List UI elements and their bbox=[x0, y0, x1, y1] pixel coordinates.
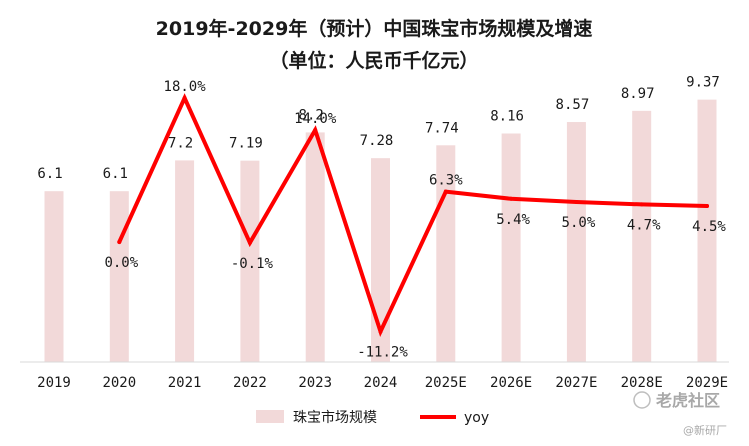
yoy-point-2027E bbox=[574, 200, 579, 204]
yoy-label-2028E: 4.7% bbox=[627, 217, 661, 233]
yoy-label-2021: 18.0% bbox=[164, 79, 207, 95]
yoy-point-2021 bbox=[182, 96, 187, 100]
yoy-label-2027E: 5.0% bbox=[562, 215, 596, 231]
yoy-label-2020: 0.0% bbox=[104, 255, 138, 271]
x-tick-2029E: 2029E bbox=[686, 375, 728, 391]
bar-value-label-2026E: 8.16 bbox=[490, 109, 524, 125]
yoy-label-2024: -11.2% bbox=[357, 345, 408, 361]
chart-title: 2019年-2029年（预计）中国珠宝市场规模及增速 bbox=[156, 17, 593, 40]
legend-bar-swatch bbox=[256, 410, 284, 423]
yoy-label-2026E: 5.4% bbox=[496, 212, 530, 228]
yoy-point-2023 bbox=[313, 128, 318, 132]
yoy-label-2022: -0.1% bbox=[231, 256, 274, 272]
bar-value-labels: 6.1 6.1 7.2 7.19 8.2 7.28 7.74 8.16 8.57 8.97 9.37 bbox=[37, 75, 720, 183]
watermark-author: @新研厂 bbox=[683, 423, 727, 437]
x-tick-2020: 2020 bbox=[102, 375, 136, 391]
bar-value-label-2022: 7.19 bbox=[229, 136, 263, 152]
yoy-point-2024 bbox=[378, 329, 383, 334]
watermark: 老虎社区 @新研厂 bbox=[633, 391, 727, 437]
bar-value-label-2020: 6.1 bbox=[103, 166, 128, 182]
x-tick-2019: 2019 bbox=[37, 375, 71, 391]
bar-2022 bbox=[240, 160, 260, 362]
bar-2028E bbox=[632, 110, 652, 362]
bar-value-label-2028E: 8.97 bbox=[621, 86, 655, 102]
bar-value-label-2019: 6.1 bbox=[37, 166, 62, 182]
bar-2023 bbox=[305, 132, 325, 362]
x-tick-2028E: 2028E bbox=[621, 375, 663, 391]
bar-2027E bbox=[566, 122, 586, 362]
x-tick-2026E: 2026E bbox=[490, 375, 532, 391]
yoy-label-2023: 14.0% bbox=[294, 111, 337, 127]
watermark-brand: 老虎社区 bbox=[655, 391, 720, 410]
bar-2029E bbox=[697, 99, 717, 362]
legend-bar-label: 珠宝市场规模 bbox=[293, 409, 377, 426]
x-tick-2027E: 2027E bbox=[555, 375, 597, 391]
bar-2020 bbox=[109, 191, 129, 362]
bar-value-label-2029E: 9.37 bbox=[686, 75, 720, 91]
bar-value-label-2025E: 7.74 bbox=[425, 120, 459, 136]
yoy-point-2026E bbox=[509, 196, 514, 201]
yoy-point-2028E bbox=[639, 202, 644, 207]
bar-value-label-2024: 7.28 bbox=[360, 133, 394, 149]
x-tick-2023: 2023 bbox=[298, 375, 332, 391]
yoy-label-2025E: 6.3% bbox=[429, 173, 463, 189]
yoy-point-2025E bbox=[443, 189, 448, 194]
bar-value-label-2027E: 8.57 bbox=[556, 97, 590, 113]
yoy-label-2029E: 4.5% bbox=[692, 219, 726, 235]
bar-value-label-2023: 8.2 bbox=[299, 107, 324, 123]
x-tick-2022: 2022 bbox=[233, 375, 267, 391]
yoy-line-series bbox=[117, 93, 709, 338]
yoy-point-2020 bbox=[117, 240, 122, 244]
tiger-logo-icon bbox=[633, 391, 651, 409]
x-tick-2024: 2024 bbox=[364, 375, 398, 391]
bar-2021 bbox=[175, 160, 195, 362]
chart-subtitle: （单位：人民币千亿元） bbox=[269, 49, 478, 72]
yoy-value-labels: 0.0% 18.0% -0.1% 14.0% -11.2% 6.3% 5.4% 5.0% 4.7… bbox=[104, 79, 726, 361]
legend: 珠宝市场规模 yoy bbox=[256, 409, 489, 426]
bar-series bbox=[44, 99, 717, 362]
yoy-line bbox=[117, 93, 709, 338]
x-tick-2025E: 2025E bbox=[425, 375, 467, 391]
bar-value-label-2021: 7.2 bbox=[168, 135, 193, 151]
yoy-point-2029E bbox=[705, 204, 709, 208]
legend-line-label: yoy bbox=[464, 410, 489, 426]
bar-2026E bbox=[501, 133, 521, 362]
yoy-point-2022 bbox=[247, 240, 252, 245]
bar-2019 bbox=[44, 191, 64, 362]
x-axis-tick-labels: 2019 2020 2021 2022 2023 2024 2025E 2026E 2027E 2… bbox=[37, 375, 728, 391]
x-tick-2021: 2021 bbox=[168, 375, 202, 391]
